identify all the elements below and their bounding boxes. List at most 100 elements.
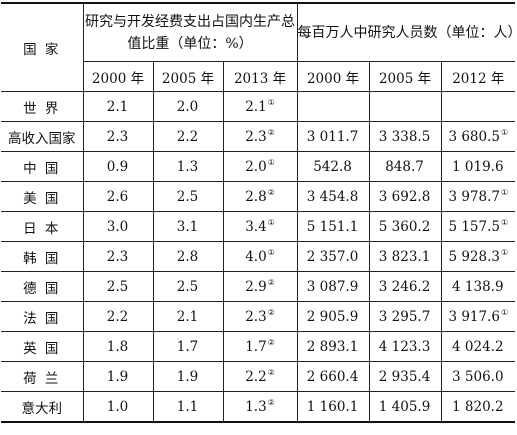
rd-expenditure-group-header: 研究与开发经费支出占国内生产总值比重（单位：%）	[82, 2, 298, 62]
country-cell: 法 国	[1, 301, 84, 332]
country-cell: 德 国	[1, 271, 84, 302]
value-cell: 3.0	[82, 211, 154, 242]
footnote-mark: ①	[267, 248, 275, 257]
footnote-mark: ②	[267, 368, 275, 377]
value-text: 1.7	[245, 339, 267, 355]
value-text: 2 905.9	[306, 309, 359, 325]
value-cell: 542.8	[296, 151, 370, 182]
value-cell: 2.1	[82, 91, 154, 122]
value-cell: 4.0①	[222, 241, 298, 272]
value-text: 1 405.9	[378, 399, 431, 415]
value-cell: 1.8	[82, 331, 154, 362]
value-text: 3 338.5	[378, 129, 431, 145]
value-cell: 2.9②	[222, 271, 298, 302]
value-cell: 1 019.6	[440, 151, 516, 182]
value-text: 1.8	[106, 339, 129, 355]
value-text: 3 087.9	[306, 279, 359, 295]
value-text: 3 823.1	[378, 249, 431, 265]
value-text: 2.1	[106, 99, 129, 115]
value-cell: 5 151.1	[296, 211, 370, 242]
value-cell: 3 087.9	[296, 271, 370, 302]
value-cell: 2.5	[82, 271, 154, 302]
value-text: 2.9	[245, 279, 267, 295]
value-text: 5 928.3	[448, 249, 500, 265]
value-text: 5 157.5	[448, 219, 500, 235]
footnote-mark: ②	[267, 128, 275, 137]
value-cell: 2.8②	[222, 181, 298, 212]
table-row: 美 国 2.6 2.5 2.8② 3 454.8 3 692.8 3 978.7①	[1, 181, 516, 212]
footnote-mark: ①	[267, 98, 275, 107]
year-header: 2005 年	[368, 61, 442, 92]
table-row: 德 国 2.5 2.5 2.9② 3 087.9 3 246.2 4 138.9	[1, 271, 516, 302]
value-text: 4.0	[245, 249, 267, 265]
value-text: 542.8	[313, 159, 352, 175]
value-text: 1.3	[245, 399, 267, 415]
footnote-mark: ②	[267, 188, 275, 197]
country-cell: 意大利	[1, 391, 84, 423]
value-text: 3 680.5	[448, 129, 500, 145]
footnote-mark: ②	[267, 308, 275, 317]
country-cell: 美 国	[1, 181, 84, 212]
value-cell: 4 024.2	[440, 331, 516, 362]
value-text: 2.3	[245, 129, 267, 145]
country-cell: 世 界	[1, 91, 84, 122]
table-row: 韩 国 2.3 2.8 4.0① 2 357.0 3 823.1 5 928.3①	[1, 241, 516, 272]
value-cell: 2.5	[152, 271, 224, 302]
value-cell: 2.3	[82, 241, 154, 272]
value-cell: 3 295.7	[368, 301, 442, 332]
country-cell: 高收入国家	[1, 121, 84, 152]
table-row: 英 国 1.8 1.7 1.7② 2 893.1 4 123.3 4 024.2	[1, 331, 516, 362]
value-cell: 3.1	[152, 211, 224, 242]
value-cell: 1.7②	[222, 331, 298, 362]
value-cell: 2.1①	[222, 91, 298, 122]
value-text: 2 935.4	[378, 369, 431, 385]
value-cell: 2.5	[152, 181, 224, 212]
footnote-mark: ①	[500, 218, 509, 227]
value-cell: 3 454.8	[296, 181, 370, 212]
researchers-group-header: 每百万人中研究人员数（单位：人）	[296, 2, 517, 62]
table-row: 意大利 1.0 1.1 1.3② 1 160.1 1 405.9 1 820.2	[1, 391, 516, 423]
value-text: 2.0	[245, 159, 267, 175]
footnote-mark: ①	[500, 248, 509, 257]
value-text: 1 820.2	[452, 399, 504, 415]
value-text: 4 138.9	[452, 279, 504, 295]
value-text: 3 246.2	[378, 279, 431, 295]
value-cell: 2.3②	[222, 301, 298, 332]
footnote-mark: ①	[500, 188, 509, 197]
value-cell: 2.1	[152, 301, 224, 332]
value-text: 2.2	[245, 369, 267, 385]
footnote-mark: ①	[267, 218, 275, 227]
value-text: 3 917.6	[448, 309, 500, 325]
value-text: 5 151.1	[306, 219, 359, 235]
value-text: 2.3	[106, 129, 129, 145]
country-cell: 韩 国	[1, 241, 84, 272]
value-text: 1 160.1	[306, 399, 359, 415]
value-text: 3 011.7	[306, 129, 359, 145]
table-body: 世 界 2.1 2.0 2.1① 高收入国家 2.3 2.2 2.3② 3 011.7 3 338…	[1, 91, 516, 423]
value-cell: 3 978.7①	[440, 181, 516, 212]
value-cell	[368, 91, 442, 122]
value-text: 2.8	[245, 189, 267, 205]
value-text: 2.5	[176, 189, 199, 205]
value-text: 3 506.0	[452, 369, 504, 385]
value-cell: 1.7	[152, 331, 224, 362]
value-text: 2.1	[176, 309, 199, 325]
value-text: 1.9	[176, 369, 199, 385]
value-text: 3 295.7	[378, 309, 431, 325]
value-cell: 3 246.2	[368, 271, 442, 302]
value-text: 3.0	[106, 219, 129, 235]
value-text: 3.1	[176, 219, 199, 235]
country-cell: 英 国	[1, 331, 84, 362]
value-cell: 4 123.3	[368, 331, 442, 362]
value-cell: 2.0	[152, 91, 224, 122]
value-text: 3 692.8	[378, 189, 431, 205]
value-text: 3 978.7	[448, 189, 500, 205]
value-cell: 2.6	[82, 181, 154, 212]
value-cell: 2 893.1	[296, 331, 370, 362]
value-text: 2.2	[176, 129, 199, 145]
value-cell: 3 917.6①	[440, 301, 516, 332]
year-header: 2000 年	[83, 61, 154, 92]
value-cell: 2.2	[82, 301, 154, 332]
table-row: 高收入国家 2.3 2.2 2.3② 3 011.7 3 338.5 3 680.5①	[1, 121, 516, 152]
